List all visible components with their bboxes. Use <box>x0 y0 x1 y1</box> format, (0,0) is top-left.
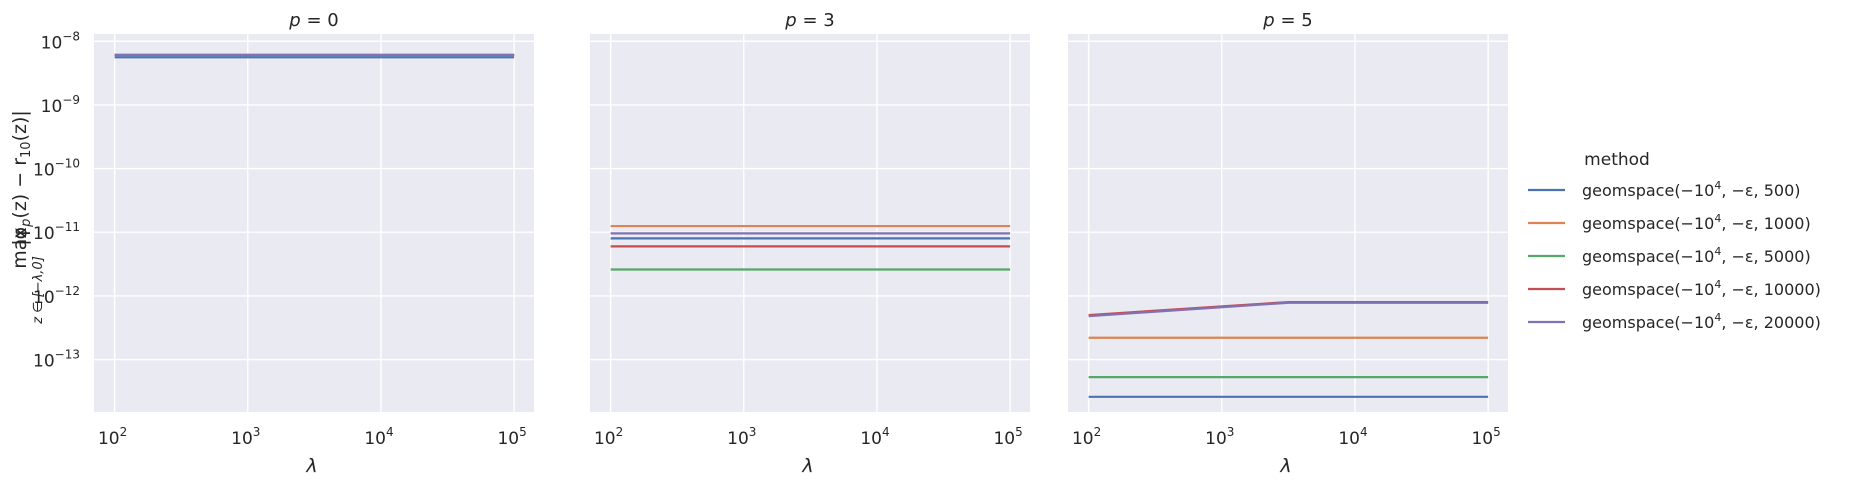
panel-title: p = 0 <box>288 10 338 31</box>
panel-title: p = 3 <box>784 10 834 31</box>
y-tick-label: 10−9 <box>41 93 80 117</box>
x-tick-label: 102 <box>98 425 127 449</box>
x-tick-label: 103 <box>231 425 260 449</box>
series-line-5 <box>1088 301 1489 318</box>
x-tick-label: 104 <box>1338 425 1367 449</box>
y-axis-label-expression: |φp(z) − r10(z)| <box>9 110 34 246</box>
x-tick-label: 104 <box>860 425 889 449</box>
legend-label-3: geomspace(−104, −ε, 5000) <box>1582 245 1811 266</box>
x-axis-label: λ <box>305 455 317 477</box>
panel-title: p = 5 <box>1262 10 1312 31</box>
y-tick-label: 10−10 <box>33 157 80 181</box>
facet-panels: 102 103 104 105 10−8 10−9 10−10 10−11 10−12 10−13… <box>33 10 1508 477</box>
y-axis-label-range: z ∈ [−λ,0] <box>31 256 46 325</box>
x-tick-label: 103 <box>727 425 756 449</box>
legend: method geomspace(−104, −ε, 500) geomspace… <box>1528 150 1821 332</box>
x-tick-label: 102 <box>1072 425 1101 449</box>
y-tick-label: 10−8 <box>41 29 80 53</box>
plot-area <box>1068 34 1508 412</box>
panel-1: 102 103 104 105 10−8 10−9 10−10 10−11 10−12 10−13… <box>33 10 534 477</box>
x-tick-label: 105 <box>993 425 1022 449</box>
legend-label-4: geomspace(−104, −ε, 10000) <box>1582 278 1821 299</box>
x-tick-label: 104 <box>364 425 393 449</box>
panel-2: 102 103 104 105 p = 3 λ <box>590 10 1030 477</box>
plot-area <box>590 34 1030 412</box>
x-axis-label: λ <box>1279 455 1291 477</box>
legend-label-1: geomspace(−104, −ε, 500) <box>1582 179 1801 200</box>
legend-label-5: geomspace(−104, −ε, 20000) <box>1582 311 1821 332</box>
legend-title: method <box>1584 150 1650 170</box>
y-axis-label-max: max <box>9 227 31 268</box>
x-tick-label: 105 <box>1471 425 1500 449</box>
y-tick-label: 10−11 <box>33 220 80 244</box>
panel-3: 102 103 104 105 p = 5 λ <box>1068 10 1508 477</box>
plot-area <box>94 34 534 412</box>
y-tick-label: 10−13 <box>33 348 80 372</box>
y-axis-label: max <box>9 227 31 268</box>
x-axis-label: λ <box>801 455 813 477</box>
x-tick-label: 105 <box>497 425 526 449</box>
x-tick-label: 102 <box>594 425 623 449</box>
legend-label-2: geomspace(−104, −ε, 1000) <box>1582 212 1811 233</box>
y-tick-label: 10−12 <box>33 284 80 308</box>
x-tick-label: 103 <box>1205 425 1234 449</box>
